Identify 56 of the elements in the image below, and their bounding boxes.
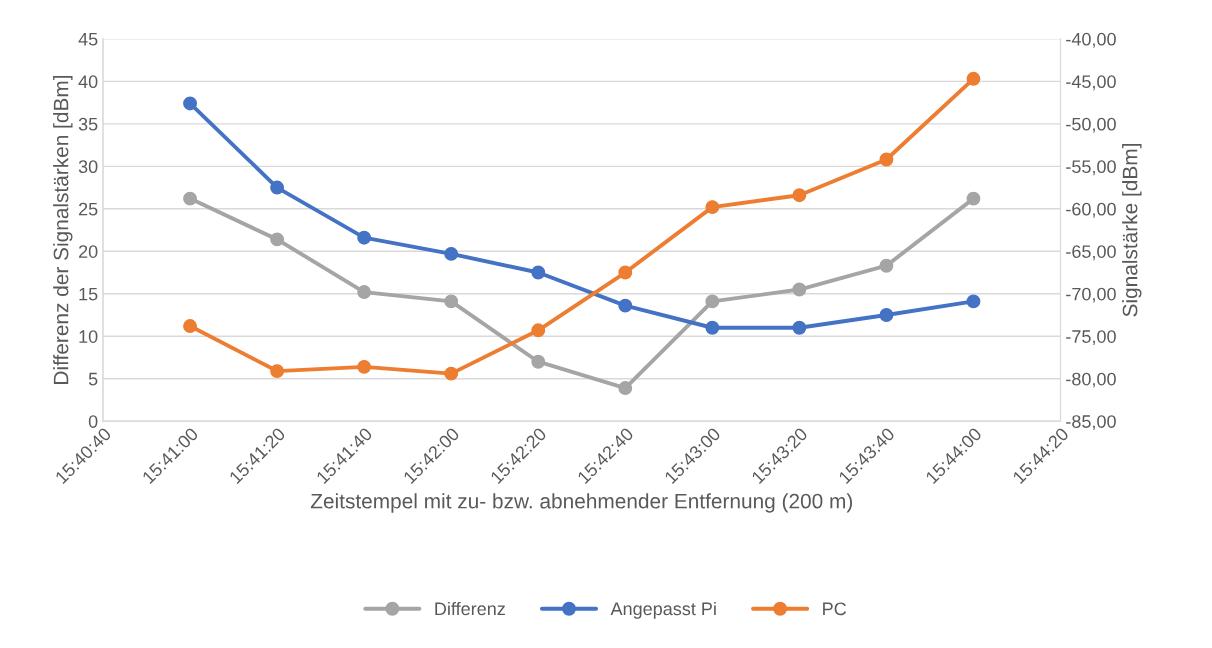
point xyxy=(966,294,981,309)
y-tick-label: 0 xyxy=(88,415,98,428)
y2-tick-label: -70,00 xyxy=(1066,287,1116,303)
point xyxy=(270,232,285,247)
point xyxy=(357,285,372,300)
point xyxy=(183,96,198,111)
y2-tick-label: -40,00 xyxy=(1066,32,1116,48)
point xyxy=(966,71,981,86)
legend-label: Angepasst Pi xyxy=(610,601,716,619)
point xyxy=(879,152,894,167)
point xyxy=(618,381,633,396)
legend-label: PC xyxy=(823,602,847,616)
point xyxy=(705,200,720,215)
point xyxy=(183,191,198,206)
y2-tick-label: -60,00 xyxy=(1066,202,1116,218)
point xyxy=(966,191,981,206)
point xyxy=(270,364,285,379)
y-tick-label: 25 xyxy=(78,202,98,216)
point xyxy=(444,366,459,381)
y-tick-label: 10 xyxy=(79,330,98,343)
point xyxy=(879,258,894,273)
point xyxy=(183,319,198,333)
y-tick-label: 30 xyxy=(78,160,98,174)
point xyxy=(792,282,807,297)
y-tick-label: 40 xyxy=(78,75,98,89)
x-axis-title: Zeitstempel mit zu- bzw. abnehmender Entfernung (200 m) xyxy=(310,493,853,513)
y2-tick-label: -55,00 xyxy=(1066,160,1116,176)
y2-tick-label: -50,00 xyxy=(1066,117,1116,133)
point xyxy=(879,308,894,322)
point xyxy=(531,354,546,369)
point xyxy=(705,320,720,335)
point xyxy=(357,359,372,374)
y-tick-label: 35 xyxy=(78,117,98,131)
y2-tick-label: -75,00 xyxy=(1066,330,1116,346)
point xyxy=(444,294,459,309)
legend-label: Differenz xyxy=(435,601,505,616)
point xyxy=(270,180,285,195)
point xyxy=(705,294,720,309)
point xyxy=(792,320,807,335)
point xyxy=(618,265,633,280)
point xyxy=(618,298,633,313)
point xyxy=(531,323,546,338)
y2-tick-label: -65,00 xyxy=(1066,245,1116,261)
y-tick-label: 45 xyxy=(78,33,98,46)
point xyxy=(444,246,459,261)
y2-tick-label: -85,00 xyxy=(1066,415,1116,431)
y2-tick-label: -45,00 xyxy=(1066,75,1116,91)
y-tick-label: 15 xyxy=(79,287,98,301)
point xyxy=(531,265,546,280)
y2-axis-title: Signalstärke [dBm] xyxy=(1122,144,1142,317)
y-tick-label: 20 xyxy=(78,245,98,258)
y-tick-label: 5 xyxy=(88,372,98,386)
y-axis-title: Differenz der Signalstärken [dBm] xyxy=(53,75,73,384)
point xyxy=(357,230,372,245)
y2-tick-label: -80,00 xyxy=(1066,372,1116,388)
point xyxy=(792,188,807,203)
